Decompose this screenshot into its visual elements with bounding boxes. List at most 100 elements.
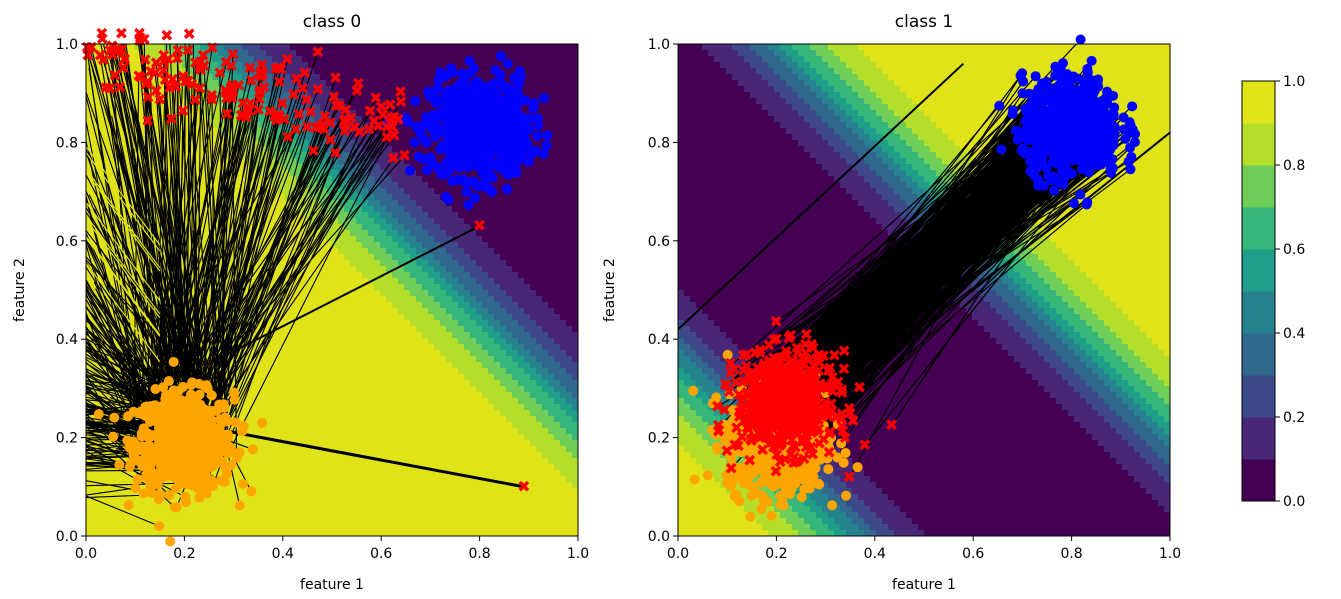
contour-cell xyxy=(374,356,381,363)
contour-cell xyxy=(344,524,351,531)
contour-cell xyxy=(296,320,303,327)
contour-cell xyxy=(308,380,315,387)
contour-cell xyxy=(386,86,393,93)
contour-cell xyxy=(206,524,213,531)
contour-cell xyxy=(272,368,279,375)
contour-cell xyxy=(260,128,267,135)
contour-cell xyxy=(140,182,147,189)
contour-cell xyxy=(98,440,105,447)
contour-cell xyxy=(290,164,297,171)
contour-cell xyxy=(278,494,285,501)
contour-cell xyxy=(392,446,399,453)
contour-cell xyxy=(248,296,255,303)
contour-cell xyxy=(368,296,375,303)
contour-cell xyxy=(272,206,279,213)
contour-cell xyxy=(266,386,273,393)
contour-cell xyxy=(428,44,435,51)
contour-cell xyxy=(332,398,339,405)
contour-cell xyxy=(428,200,435,207)
contour-cell xyxy=(434,224,441,231)
contour-cell xyxy=(86,86,93,93)
contour-cell xyxy=(380,302,387,309)
contour-cell xyxy=(344,380,351,387)
contour-cell xyxy=(410,296,417,303)
contour-cell xyxy=(380,260,387,267)
contour-cell xyxy=(290,392,297,399)
contour-cell xyxy=(422,44,429,51)
contour-cell xyxy=(428,410,435,417)
contour-cell xyxy=(248,356,255,363)
contour-cell xyxy=(308,362,315,369)
contour-cell xyxy=(212,122,219,129)
contour-cell xyxy=(374,392,381,399)
contour-cell xyxy=(170,98,177,105)
contour-cell xyxy=(152,146,159,153)
contour-cell xyxy=(332,458,339,465)
contour-cell xyxy=(290,482,297,489)
contour-cell xyxy=(278,260,285,267)
contour-cell xyxy=(338,488,345,495)
contour-cell xyxy=(182,308,189,315)
contour-cell xyxy=(302,374,309,381)
contour-cell xyxy=(206,362,213,369)
contour-cell xyxy=(302,428,309,435)
contour-cell xyxy=(242,80,249,87)
contour-cell xyxy=(434,200,441,207)
contour-cell xyxy=(338,524,345,531)
contour-cell xyxy=(416,458,423,465)
contour-cell xyxy=(110,50,117,57)
contour-cell xyxy=(440,506,447,513)
contour-cell xyxy=(254,470,261,477)
contour-cell xyxy=(398,434,405,441)
contour-cell xyxy=(404,338,411,345)
contour-cell xyxy=(254,206,261,213)
contour-cell xyxy=(224,236,231,243)
contour-cell xyxy=(188,86,195,93)
contour-cell xyxy=(428,68,435,75)
contour-cell xyxy=(434,344,441,351)
contour-cell xyxy=(248,368,255,375)
contour-cell xyxy=(350,368,357,375)
contour-cell xyxy=(278,386,285,393)
contour-cell xyxy=(356,260,363,267)
contour-cell xyxy=(416,278,423,285)
contour-cell xyxy=(278,446,285,453)
contour-cell xyxy=(104,248,111,255)
contour-cell xyxy=(314,338,321,345)
contour-cell xyxy=(278,266,285,273)
contour-cell xyxy=(416,56,423,63)
contour-cell xyxy=(314,356,321,363)
contour-cell xyxy=(434,368,441,375)
contour-cell xyxy=(230,518,237,525)
contour-cell xyxy=(116,44,123,51)
contour-cell xyxy=(176,104,183,111)
contour-cell xyxy=(344,422,351,429)
contour-cell xyxy=(86,500,93,507)
contour-cell xyxy=(368,200,375,207)
contour-cell xyxy=(404,296,411,303)
contour-cell xyxy=(284,488,291,495)
contour-cell xyxy=(212,50,219,57)
contour-cell xyxy=(428,302,435,309)
contour-cell xyxy=(410,230,417,237)
contour-cell xyxy=(272,362,279,369)
contour-cell xyxy=(266,128,273,135)
contour-cell xyxy=(404,440,411,447)
contour-cell xyxy=(386,242,393,249)
contour-cell xyxy=(368,218,375,225)
contour-cell xyxy=(266,116,273,123)
contour-cell xyxy=(380,338,387,345)
contour-cell xyxy=(236,524,243,531)
contour-cell xyxy=(284,470,291,477)
contour-cell xyxy=(92,380,99,387)
contour-cell xyxy=(368,314,375,321)
contour-cell xyxy=(308,494,315,501)
contour-cell xyxy=(188,74,195,81)
contour-cell xyxy=(224,152,231,159)
contour-cell xyxy=(356,518,363,525)
contour-cell xyxy=(152,104,159,111)
contour-cell xyxy=(170,518,177,525)
contour-cell xyxy=(356,410,363,417)
contour-cell xyxy=(188,44,195,51)
contour-cell xyxy=(356,488,363,495)
